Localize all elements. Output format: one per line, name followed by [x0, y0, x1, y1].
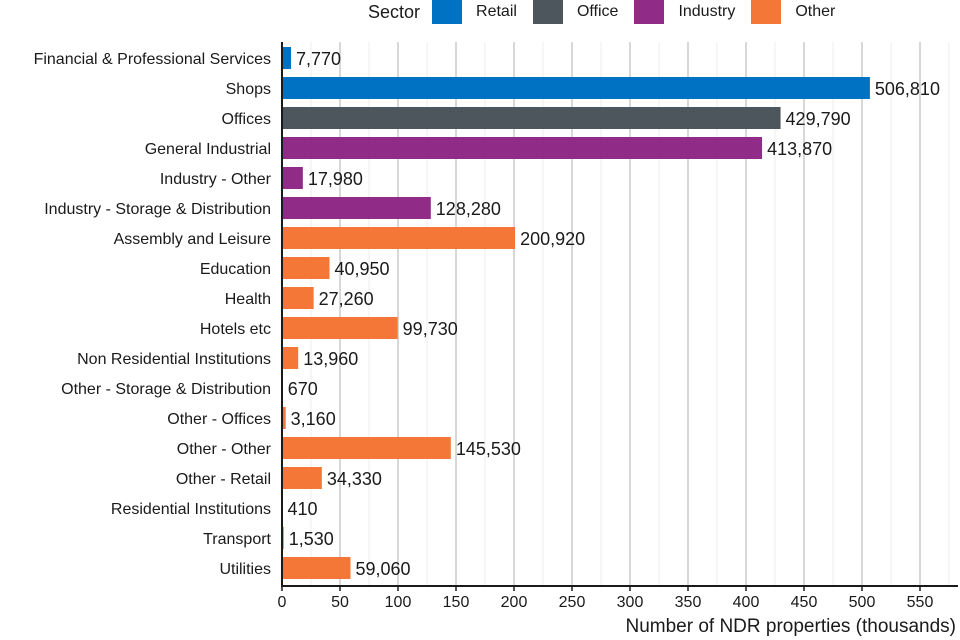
x-tick-label: 100 [385, 594, 412, 611]
category-label: Health [225, 291, 271, 308]
value-labels: 7,770 506,810 429,790 413,870 17,980 128,280 2… [288, 49, 940, 579]
value-label: 99,730 [403, 319, 458, 339]
bar [282, 107, 781, 129]
bar [282, 437, 451, 459]
legend-swatch-other [751, 0, 782, 24]
x-axis: 0 50 100 150 200 250 300 350 400 450 500 550 [278, 42, 958, 611]
category-label: Other - Other [177, 441, 272, 458]
value-label: 429,790 [786, 109, 851, 129]
x-axis-label: Number of NDR properties (thousands) [625, 616, 956, 637]
category-label: Transport [203, 531, 271, 548]
x-tick-label: 400 [733, 594, 760, 611]
value-label: 200,920 [520, 229, 585, 249]
value-label: 506,810 [875, 79, 940, 99]
bar [282, 557, 351, 579]
category-labels: Financial & Professional Services Shops Of… [34, 51, 272, 578]
category-label: Financial & Professional Services [34, 51, 271, 68]
value-label: 410 [288, 499, 318, 519]
x-tick-label: 150 [443, 594, 470, 611]
bar [282, 227, 516, 249]
category-label: Education [200, 261, 271, 278]
value-label: 40,950 [335, 259, 390, 279]
value-label: 413,870 [767, 139, 832, 159]
value-label: 59,060 [356, 559, 411, 579]
category-label: Utilities [219, 561, 271, 578]
bar [282, 77, 870, 99]
bar [282, 197, 431, 219]
x-tick-label: 250 [559, 594, 586, 611]
legend-swatch-industry [634, 0, 665, 24]
legend-label-office: Office [576, 3, 619, 20]
category-label: Hotels etc [200, 321, 271, 338]
bar [282, 257, 330, 279]
x-tick-label: 50 [331, 594, 349, 611]
bar [282, 407, 286, 429]
legend-swatch-retail [432, 0, 463, 24]
bar [282, 287, 314, 309]
value-label: 13,960 [303, 349, 358, 369]
x-tick-label: 350 [675, 594, 702, 611]
category-label: Industry - Storage & Distribution [44, 201, 271, 218]
bar [282, 137, 763, 159]
legend-title: Sector [368, 1, 421, 22]
category-label: Other - Storage & Distribution [61, 381, 271, 398]
x-tick-label: 200 [501, 594, 528, 611]
value-label: 1,530 [289, 529, 334, 549]
value-label: 670 [288, 379, 318, 399]
x-tick-label: 300 [617, 594, 644, 611]
category-label: Residential Institutions [111, 501, 271, 518]
gridlines [310, 42, 950, 586]
legend-label-industry: Industry [678, 3, 736, 20]
category-label: Assembly and Leisure [114, 231, 272, 248]
bar [282, 47, 292, 69]
value-label: 145,530 [456, 439, 521, 459]
legend-label-retail: Retail [476, 3, 517, 20]
category-label: Industry - Other [160, 171, 272, 188]
category-label: General Industrial [145, 141, 271, 158]
legend-label-other: Other [795, 3, 836, 20]
legend: Sector Retail Office Industry Other [368, 0, 851, 24]
value-label: 7,770 [296, 49, 341, 69]
value-label: 3,160 [291, 409, 336, 429]
legend-swatch-office [532, 0, 563, 24]
value-label: 128,280 [436, 199, 501, 219]
value-label: 27,260 [319, 289, 374, 309]
category-label: Other - Offices [167, 411, 271, 428]
category-label: Non Residential Institutions [77, 351, 271, 368]
value-label: 17,980 [308, 169, 363, 189]
x-tick-label: 550 [907, 594, 934, 611]
category-label: Other - Retail [176, 471, 271, 488]
bar [282, 347, 299, 369]
bar [282, 167, 303, 189]
x-tick-label: 0 [278, 594, 287, 611]
bar [282, 317, 398, 339]
x-tick-label: 450 [791, 594, 818, 611]
bars [282, 47, 870, 579]
category-label: Offices [222, 111, 272, 128]
x-tick-label: 500 [849, 594, 876, 611]
value-label: 34,330 [327, 469, 382, 489]
category-label: Shops [226, 81, 271, 98]
bar [282, 467, 322, 489]
